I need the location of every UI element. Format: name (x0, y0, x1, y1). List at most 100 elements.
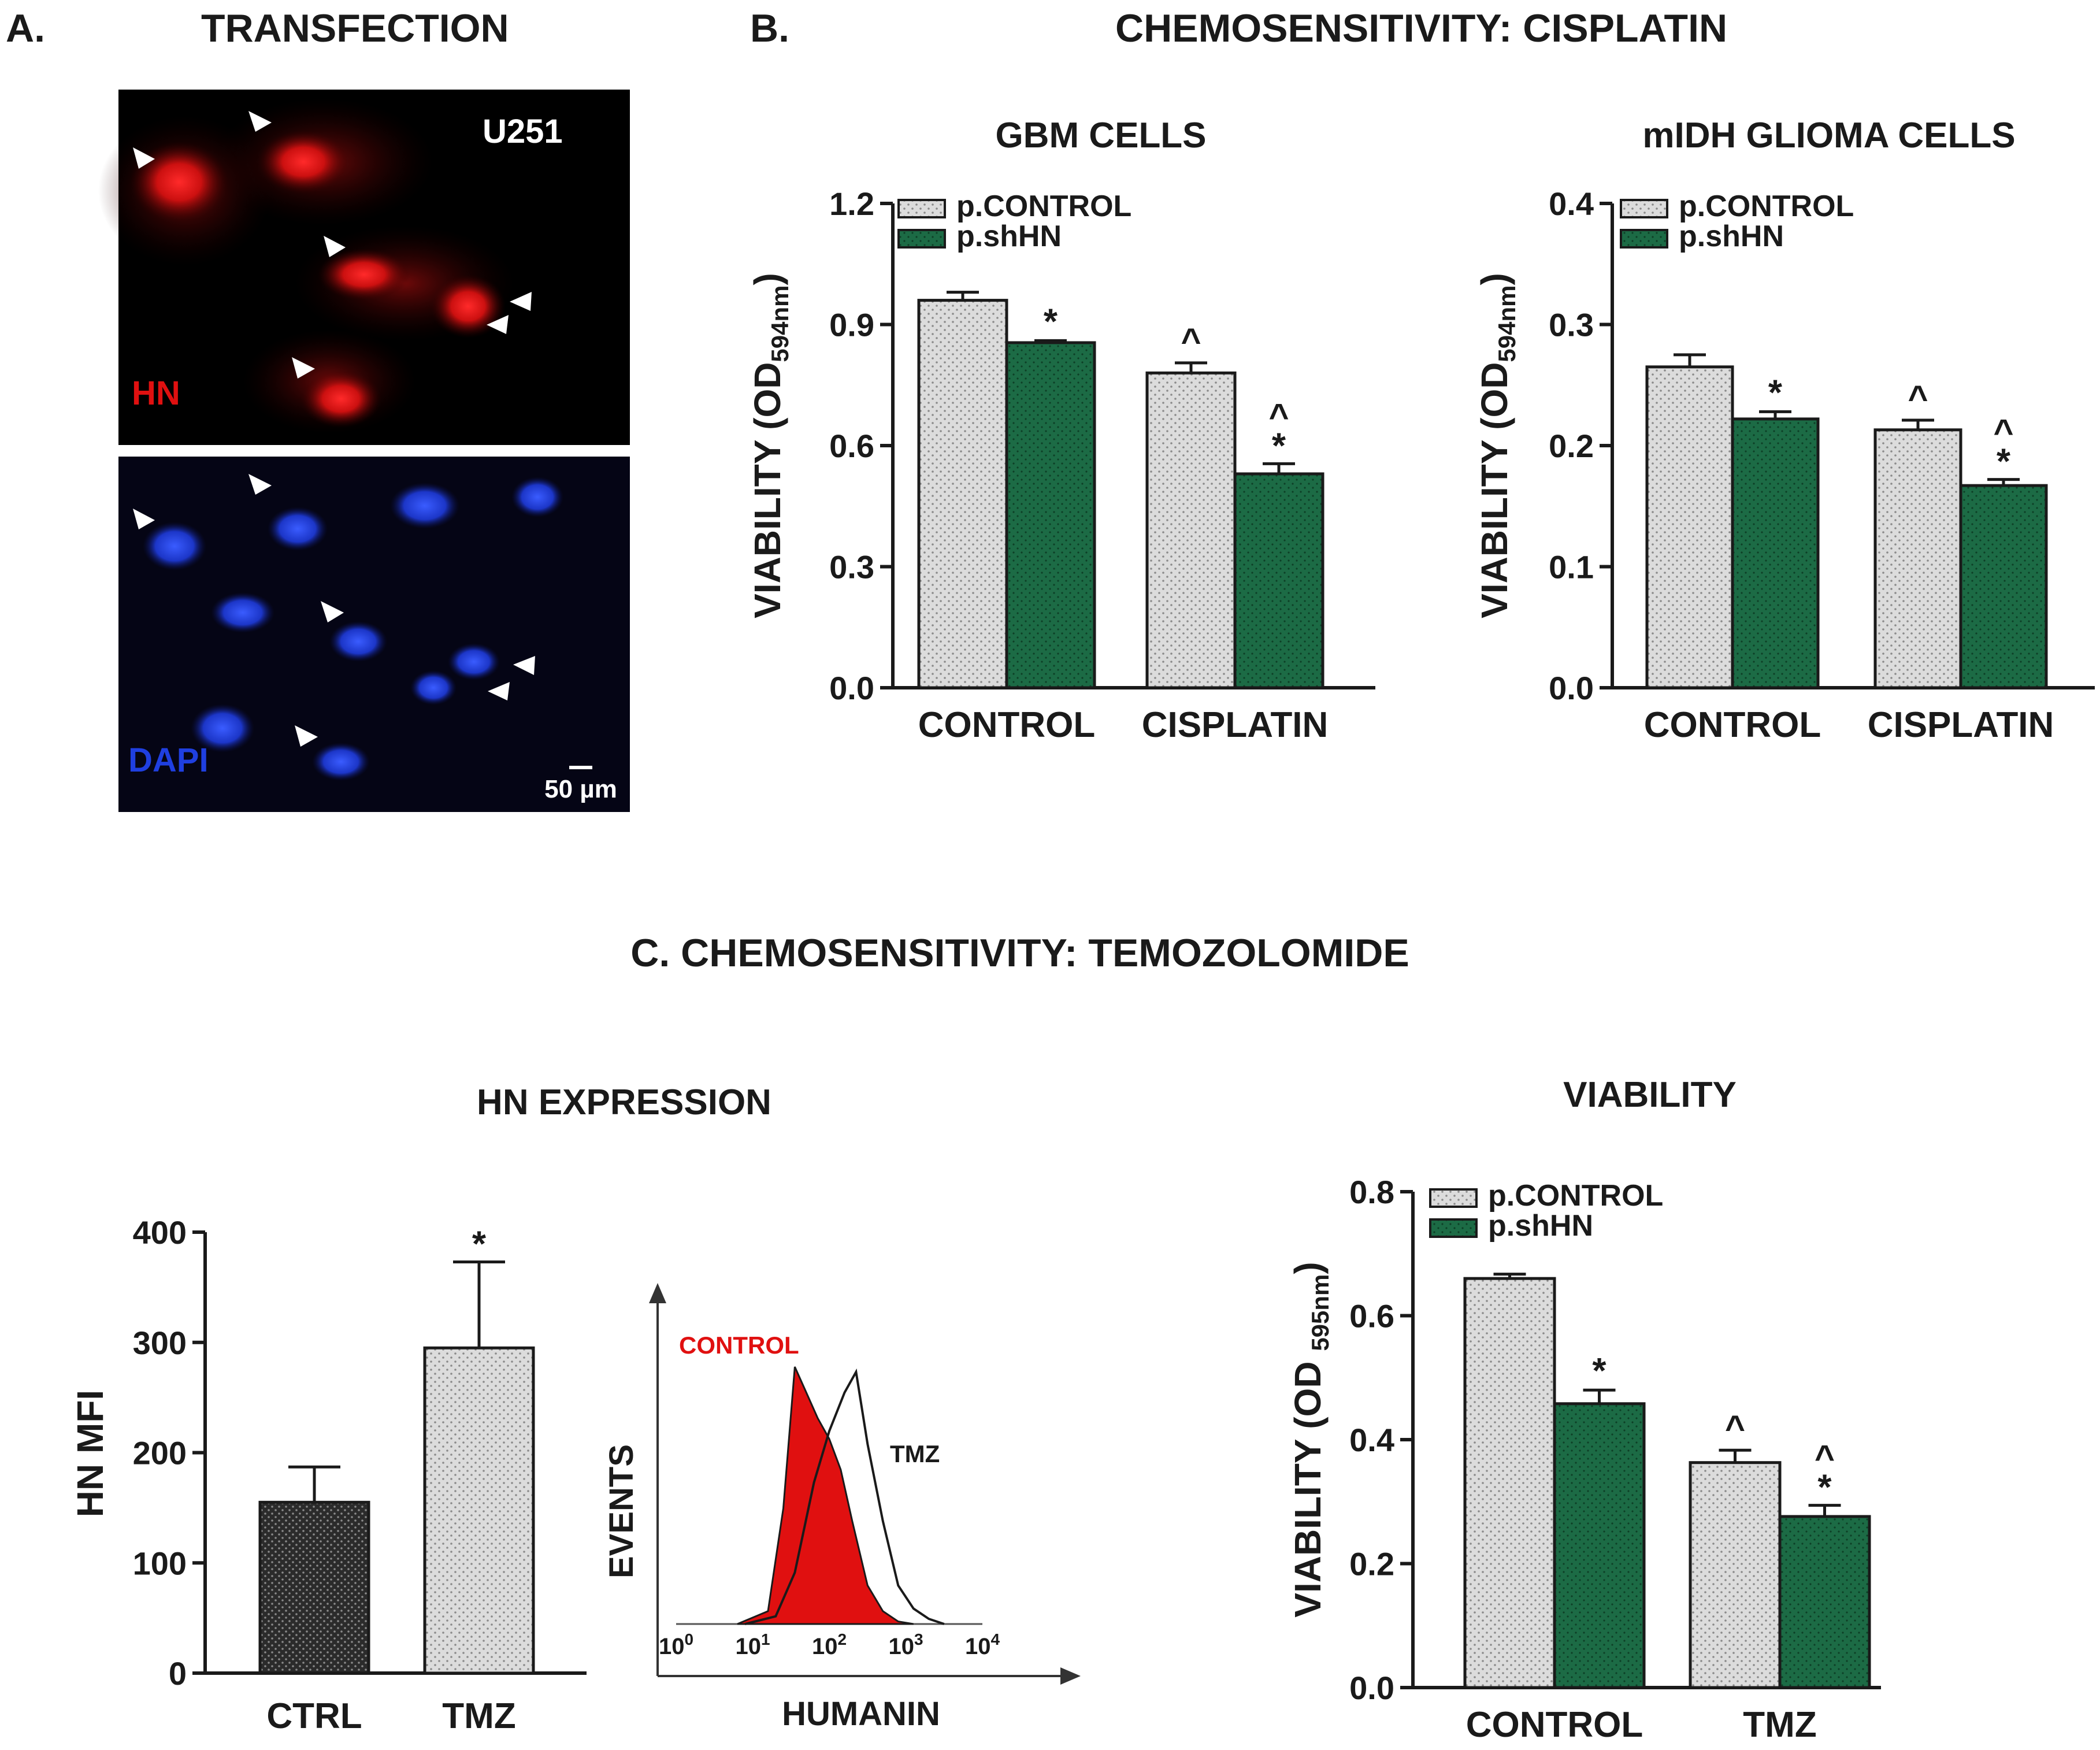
arrowhead-icon (292, 357, 315, 379)
category-label: CONTROL (918, 705, 1096, 745)
category-label: CONTROL (1466, 1705, 1643, 1745)
legend-label: p.CONTROL (1679, 190, 1854, 223)
legend-swatch (1429, 1218, 1478, 1238)
y-axis-label: VIABILITY (OD594nm) (747, 273, 793, 618)
y-axis-label: EVENTS (603, 1444, 640, 1578)
category-label: CONTROL (1644, 705, 1821, 745)
arrowhead-icon (133, 147, 155, 169)
micrograph-hn: U251 HN (98, 90, 630, 445)
bar (1145, 371, 1237, 689)
y-tick-label: 0.0 (1349, 1670, 1394, 1706)
significance-star: * (472, 1225, 487, 1265)
tmz-series-label: TMZ (890, 1440, 940, 1467)
cell-line-label: U251 (483, 113, 563, 150)
y-tick-label: 0.3 (829, 549, 874, 585)
bar (1873, 428, 1962, 689)
y-tick-label: 0.8 (1349, 1174, 1394, 1210)
legend-swatch (1620, 199, 1668, 218)
scale-bar-label: 50 µm (544, 775, 617, 803)
arrowhead-icon (488, 682, 510, 700)
panel-b-label: B. (750, 6, 789, 50)
bar (1778, 1515, 1871, 1689)
x-axis-arrow-icon (1060, 1667, 1081, 1685)
bar (917, 299, 1008, 689)
arrowhead-icon (133, 509, 155, 529)
gbm-viability-chart: GBM CELLS 0.0 0.3 0.6 0.9 1.2 VIABILITY (OD594… (747, 116, 1375, 745)
y-tick-label: 0.6 (1349, 1298, 1394, 1334)
chart-title: VIABILITY (1563, 1075, 1737, 1115)
y-tick-label: 0.4 (1549, 186, 1594, 222)
significance-star: * (1768, 373, 1783, 413)
micrograph-dapi: DAPI 50 µm (118, 457, 630, 812)
significance-caret: ^ (1993, 413, 2013, 451)
x-tick-label: 100 (659, 1630, 693, 1659)
y-tick-label: 0.1 (1549, 549, 1594, 585)
arrowhead-icon (513, 656, 535, 675)
panel-a-label: A. (6, 6, 45, 50)
y-axis-arrow-icon (649, 1283, 666, 1303)
significance-star: * (1817, 1468, 1832, 1508)
bar (1233, 472, 1324, 689)
control-series-label: CONTROL (679, 1332, 799, 1359)
scale-bar (569, 766, 592, 769)
significance-star: * (1592, 1351, 1606, 1391)
chart-title: mIDH GLIOMA CELLS (1642, 116, 2015, 155)
arrowhead-icon (324, 236, 346, 257)
tmz-viability-chart: VIABILITY 0.0 0.2 0.4 0.6 0.8 VIABILITY (OD 59… (1287, 1075, 1881, 1745)
y-tick-label: 200 (133, 1435, 187, 1471)
bar (1959, 484, 2048, 689)
significance-caret: ^ (1268, 396, 1289, 435)
arrowhead-icon (487, 315, 509, 334)
y-tick-label: 0.6 (829, 428, 874, 464)
dapi-stain-label: DAPI (128, 741, 209, 779)
panel-c-title: C. CHEMOSENSITIVITY: TEMOZOLOMIDE (630, 931, 1409, 975)
bar (1553, 1402, 1646, 1689)
y-tick-label: 0.0 (829, 670, 874, 706)
y-tick-label: 0.2 (1349, 1546, 1394, 1582)
category-label: TMZ (442, 1696, 515, 1736)
bar (1689, 1461, 1782, 1689)
y-axis-label: VIABILITY (OD 595nm) (1287, 1262, 1334, 1617)
bar (1005, 341, 1096, 689)
y-axis-label: VIABILITY (OD594nm) (1474, 273, 1520, 618)
y-tick-label: 300 (133, 1325, 187, 1361)
bar (258, 1500, 370, 1675)
significance-star: * (1997, 442, 2011, 482)
chart-title: GBM CELLS (995, 116, 1206, 155)
bar (423, 1346, 535, 1675)
legend-label: p.shHN (1488, 1209, 1593, 1243)
chart-title: HN EXPRESSION (477, 1082, 771, 1122)
x-axis-label: HUMANIN (782, 1695, 940, 1733)
panel-b-title: CHEMOSENSITIVITY: CISPLATIN (1115, 6, 1727, 50)
bar (1731, 417, 1820, 689)
significance-star: * (1272, 426, 1286, 466)
y-tick-label: 0.0 (1549, 670, 1594, 706)
hn-expression-chart: HN EXPRESSION 0 100 200 300 400 HN MFI CTRL * TMZ (69, 1082, 771, 1736)
humanin-flow-histogram: 100 101 102 103 104 CONTROL TMZ HUMANIN EVENTS (603, 1283, 1081, 1733)
arrowhead-icon (248, 474, 272, 495)
legend-label: p.shHN (956, 220, 1062, 253)
tmz-histogram (744, 1368, 945, 1625)
midh-viability-chart: mIDH GLIOMA CELLS 0.0 0.1 0.2 0.3 0.4 VIABILIT… (1474, 116, 2095, 745)
significance-star: * (1044, 302, 1058, 342)
y-tick-label: 400 (133, 1214, 187, 1251)
panel-a-title: TRANSFECTION (201, 6, 509, 50)
y-tick-label: 0.4 (1349, 1422, 1394, 1458)
x-tick-label: 101 (735, 1630, 770, 1659)
category-label: CISPLATIN (1142, 705, 1329, 745)
significance-caret: ^ (1815, 1438, 1835, 1477)
y-tick-label: 100 (133, 1545, 187, 1581)
arrowhead-icon (248, 111, 272, 132)
legend-swatch (1429, 1188, 1478, 1208)
legend-swatch (897, 229, 946, 249)
arrowhead-icon (295, 725, 318, 747)
y-tick-label: 0 (169, 1655, 187, 1692)
y-tick-label: 0.9 (829, 307, 874, 343)
category-label: TMZ (1743, 1705, 1816, 1745)
legend-swatch (1620, 229, 1668, 249)
legend-label: p.CONTROL (956, 190, 1131, 223)
significance-caret: ^ (1181, 321, 1201, 360)
y-axis-label: HN MFI (69, 1390, 111, 1517)
significance-caret: ^ (1908, 379, 1928, 417)
